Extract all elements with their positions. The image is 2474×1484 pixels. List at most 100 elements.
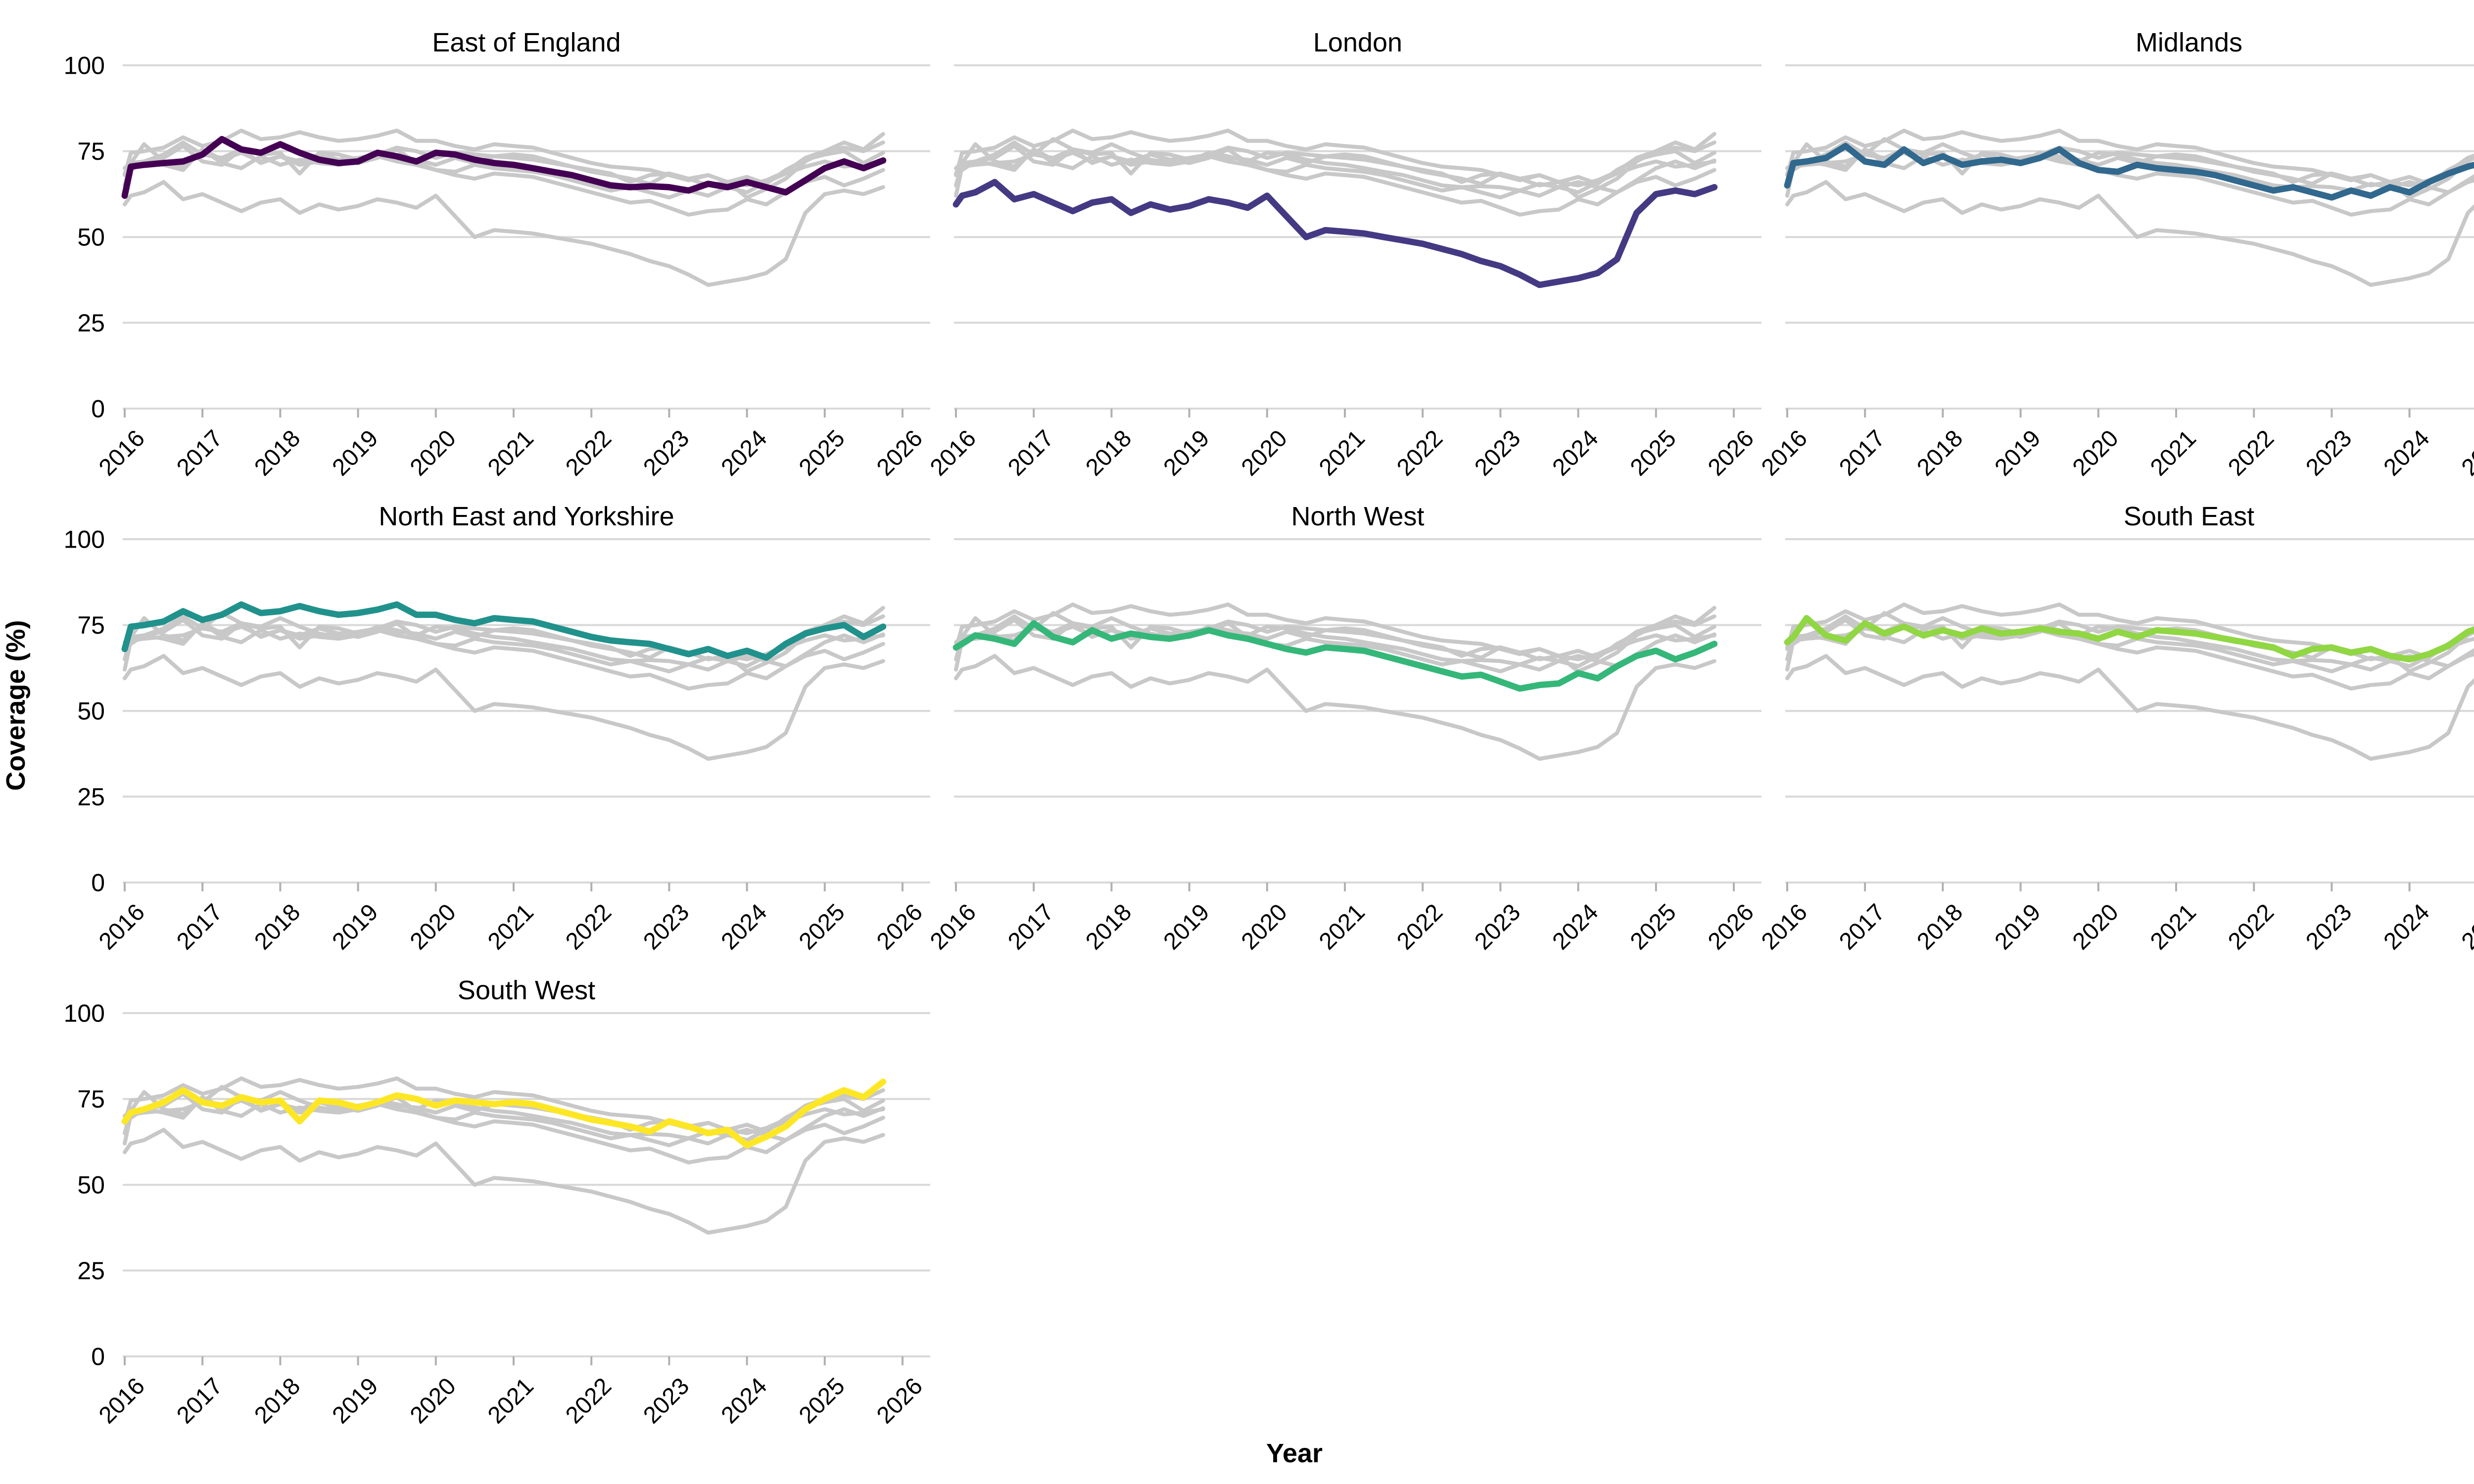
x-tick-label: 2016 [1757,899,1812,955]
x-tick-label: 2025 [1625,899,1681,955]
series-line-highlight-south-west [121,1078,887,1149]
series-line-gray-south-west [954,605,1716,674]
series-line-gray-north-west [123,147,885,217]
x-tick-label: 2017 [172,899,228,955]
x-tick-label: 2025 [794,425,850,481]
x-tick-label: 2019 [328,1373,383,1429]
x-tick-label: 2022 [2223,425,2279,481]
x-tick-label: 2016 [925,425,981,481]
facet-title: South East [2124,502,2254,531]
x-tick-label: 2017 [1003,425,1059,481]
x-tick-label: 2020 [1237,899,1292,955]
series-line-highlight-north-west [952,620,1718,692]
facet-title: North West [1291,502,1424,531]
x-tick-label: 2016 [1757,425,1812,481]
x-tick-label: 2023 [638,1373,694,1429]
x-tick-label: 2021 [1314,899,1370,955]
y-tick-label: 50 [77,224,105,251]
facet-title: South West [458,975,595,1005]
series-line-gray-south-west [123,605,885,674]
x-tick-label: 2024 [716,899,772,955]
x-tick-label: 2023 [638,425,694,481]
x-tick-label: 2018 [1081,425,1137,481]
facet-panel-south-east: 2016 2017 2018 2019 2020 2021 2022 2023 2024 2025… [1757,502,2474,955]
series-line-highlight-east-of-england [121,136,887,199]
series-line-gray-london [954,654,1716,761]
facet-title: London [1313,28,1402,57]
x-tick-label: 2016 [925,899,981,955]
facet-title: North East and Yorkshire [379,502,674,531]
x-tick-label: 2017 [1834,425,1890,481]
y-tick-label: 25 [77,1257,105,1285]
x-tick-label: 2024 [716,1373,772,1429]
series-line-gray-north-east-and-yorkshire [1785,603,2474,660]
series-line-gray-south-west [123,132,885,200]
facet-panel-london: 2016 2017 2018 2019 2020 2021 2022 2023 2024 2025… [925,28,1761,481]
x-tick-label: 2017 [172,1373,228,1429]
x-tick-label: 2026 [872,1373,928,1429]
x-tick-label: 2018 [1912,425,1968,481]
x-tick-label: 2025 [794,899,850,955]
x-tick-label: 2024 [2379,425,2435,481]
x-tick-label: 2022 [561,1373,617,1429]
series-line-gray-north-west [954,147,1716,217]
x-tick-label: 2026 [1703,899,1759,955]
x-tick-label: 2022 [2223,899,2279,955]
y-tick-label: 100 [64,52,105,80]
series-line-gray-london [123,180,885,287]
x-tick-label: 2019 [1159,425,1215,481]
x-tick-label: 2017 [172,425,228,481]
x-tick-label: 2017 [1834,899,1890,955]
x-tick-label: 2022 [561,899,617,955]
x-tick-label: 2018 [1912,899,1968,955]
series-line-gray-north-west [1785,147,2474,217]
series-line-gray-london [1785,180,2474,287]
x-tick-label: 2024 [2379,899,2435,955]
x-tick-label: 2021 [2145,899,2201,955]
facet-title: East of England [432,28,620,57]
series-line-gray-london [123,654,885,761]
x-tick-label: 2024 [716,425,772,481]
y-tick-label: 100 [64,526,105,554]
x-tick-label: 2024 [1548,899,1604,955]
x-tick-label: 2020 [405,425,461,481]
series-line-gray-london [1785,654,2474,761]
x-tick-label: 2024 [1548,425,1604,481]
series-line-gray-north-east-and-yorkshire [954,603,1716,660]
x-tick-label: 2019 [328,899,383,955]
x-tick-label: 2023 [638,899,694,955]
series-line-highlight-south-east [1784,615,2474,663]
y-tick-label: 0 [91,869,105,897]
x-tick-label: 2022 [561,425,617,481]
x-tick-label: 2020 [405,899,461,955]
x-tick-label: 2025 [1625,425,1681,481]
x-tick-label: 2018 [1081,899,1137,955]
x-tick-label: 2022 [1392,899,1448,955]
series-line-gray-south-west [954,132,1716,200]
x-tick-label: 2019 [1159,899,1215,955]
x-tick-label: 2016 [94,1373,150,1429]
y-tick-label: 75 [77,138,105,165]
y-tick-label: 50 [77,697,105,725]
y-tick-label: 25 [77,309,105,337]
x-tick-label: 2025 [794,1373,850,1429]
x-tick-label: 2020 [2068,899,2124,955]
facet-panel-north-east-and-yorkshire: 0 25 50 75 100 2016 2017 2018 2019 2020 2021 2022 20… [64,502,930,955]
x-tick-label: 2018 [249,1373,305,1429]
x-tick-label: 2017 [1003,899,1059,955]
x-tick-label: 2026 [872,425,928,481]
y-tick-label: 0 [91,1343,105,1371]
y-tick-label: 75 [77,611,105,639]
x-tick-label: 2021 [483,425,539,481]
x-tick-label: 2020 [2068,425,2124,481]
x-tick-label: 2021 [483,1373,539,1429]
x-tick-label: 2026 [872,899,928,955]
facet-panel-midlands: 2016 2017 2018 2019 2020 2021 2022 2023 2024 2025… [1757,28,2474,481]
y-tick-label: 75 [77,1085,105,1113]
y-tick-label: 50 [77,1171,105,1199]
x-tick-label: 2026 [1703,425,1759,481]
series-line-gray-london [123,1128,885,1235]
x-tick-label: 2020 [1237,425,1292,481]
facet-panel-north-west: 2016 2017 2018 2019 2020 2021 2022 2023 2024 2025… [925,502,1761,955]
